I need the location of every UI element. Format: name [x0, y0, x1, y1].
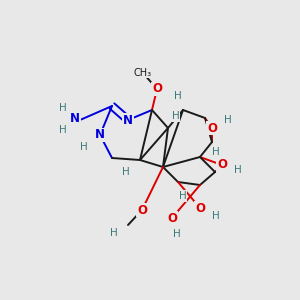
- Text: O: O: [207, 122, 217, 134]
- Text: N: N: [95, 128, 105, 142]
- Text: H: H: [80, 142, 88, 152]
- Text: H: H: [172, 111, 180, 121]
- Text: O: O: [195, 202, 205, 214]
- Text: H: H: [224, 115, 232, 125]
- Text: N: N: [70, 112, 80, 124]
- Text: CH₃: CH₃: [134, 68, 152, 78]
- Text: H: H: [174, 91, 182, 101]
- Text: H: H: [110, 228, 118, 238]
- Text: H: H: [212, 147, 220, 157]
- Text: O: O: [152, 82, 162, 95]
- Text: O: O: [137, 203, 147, 217]
- Text: H: H: [122, 167, 130, 177]
- Text: H: H: [234, 165, 242, 175]
- Text: H: H: [173, 229, 181, 239]
- Text: H: H: [212, 211, 220, 221]
- Text: H: H: [59, 125, 67, 135]
- Text: H: H: [179, 191, 187, 201]
- Text: O: O: [167, 212, 177, 224]
- Text: H: H: [59, 103, 67, 113]
- Text: N: N: [123, 113, 133, 127]
- Text: O: O: [217, 158, 227, 172]
